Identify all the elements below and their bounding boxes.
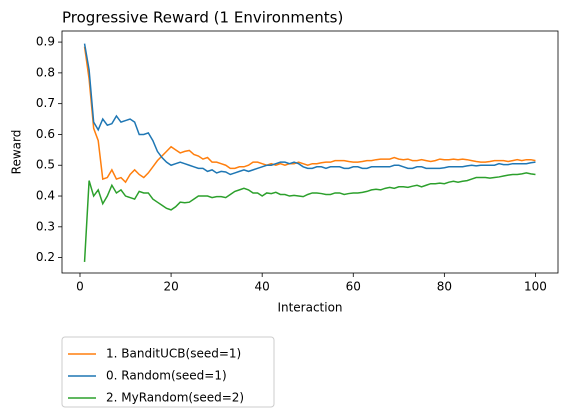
x-tick-label: 20 [163,280,178,294]
legend-label: 1. BanditUCB(seed=1) [106,347,241,361]
x-axis-label: Interaction [277,301,342,315]
y-tick-label: 0.9 [36,35,55,49]
y-tick-label: 0.5 [36,158,55,172]
x-tick-label: 40 [255,280,270,294]
series-line [83,172,536,262]
x-tick-label: 80 [437,280,452,294]
x-tick-label: 100 [524,280,547,294]
series-line [83,46,536,184]
y-tick-label: 0.8 [36,65,55,79]
series-line [83,43,536,176]
legend-box [61,336,275,408]
x-tick-label: 60 [346,280,361,294]
y-tick-label: 0.7 [36,96,55,110]
y-tick-label: 0.2 [36,250,55,264]
y-tick-label: 0.6 [36,127,55,141]
plot-frame [61,30,559,274]
y-tick-label: 0.3 [36,219,55,233]
x-tick-label: 0 [76,280,84,294]
y-axis-label: Reward [10,130,24,175]
chart-title: Progressive Reward (1 Environments) [62,9,343,27]
y-tick-label: 0.4 [36,189,55,203]
legend-label: 2. MyRandom(seed=2) [106,391,244,405]
legend-label: 0. Random(seed=1) [106,369,227,383]
